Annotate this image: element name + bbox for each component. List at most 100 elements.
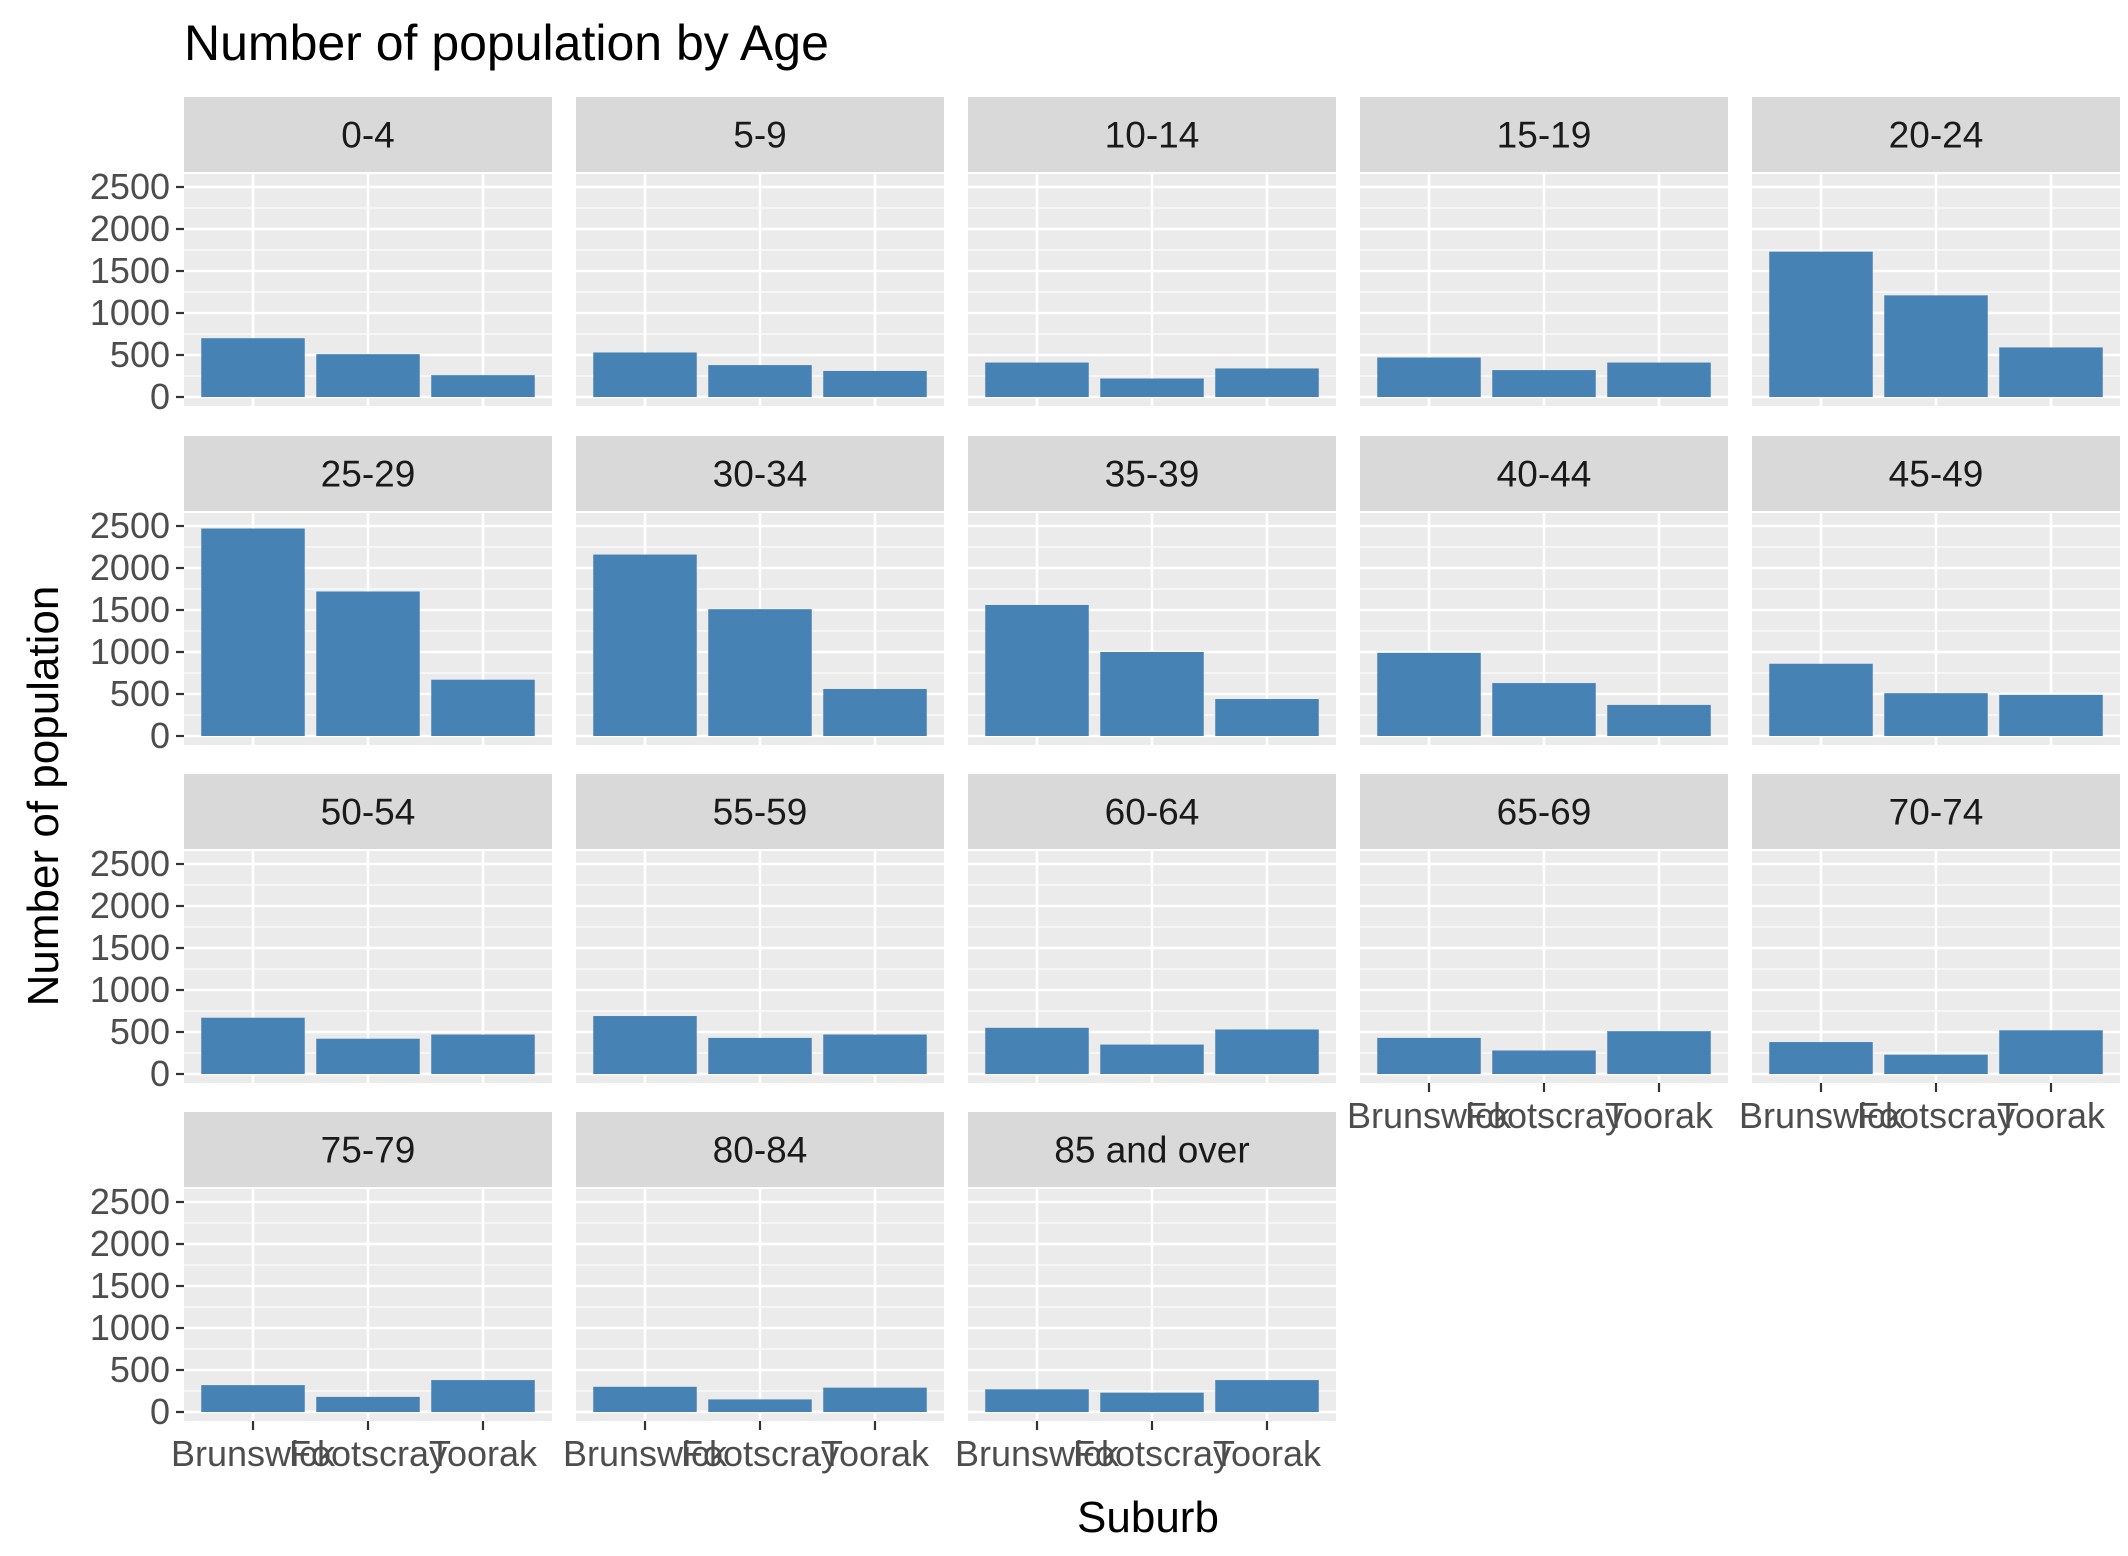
facet-strip-label: 85 and over xyxy=(1054,1130,1249,1171)
bar-footscray xyxy=(1100,1044,1204,1074)
bar-toorak xyxy=(1215,1029,1319,1074)
bar-toorak xyxy=(1215,1380,1319,1412)
facet-strip-label: 10-14 xyxy=(1105,115,1200,156)
x-tick-label: Toorak xyxy=(1605,1095,1714,1136)
facet-strip xyxy=(184,774,552,849)
facet-10-14: 10-14 xyxy=(968,97,1336,406)
facet-strip xyxy=(576,1112,944,1187)
bar-toorak xyxy=(1607,704,1711,736)
x-tick-label: Brunswick xyxy=(171,1433,336,1474)
bar-toorak xyxy=(431,1380,535,1412)
y-tick-label: 1000 xyxy=(90,631,170,672)
facet-60-64: 60-64 xyxy=(968,774,1336,1083)
y-tick-label: 0 xyxy=(150,1391,170,1432)
bar-brunswick xyxy=(1377,652,1481,736)
y-tick-label: 500 xyxy=(110,1349,170,1390)
bar-toorak xyxy=(1215,699,1319,736)
bar-brunswick xyxy=(201,528,305,736)
y-tick-label: 2500 xyxy=(90,843,170,884)
y-tick-label: 1500 xyxy=(90,589,170,630)
bar-footscray xyxy=(1884,693,1988,736)
y-tick-label: 1000 xyxy=(90,969,170,1010)
facet-strip xyxy=(1360,436,1728,511)
y-tick-label: 1500 xyxy=(90,250,170,291)
facet-35-39: 35-39 xyxy=(968,436,1336,745)
y-tick-label: 2000 xyxy=(90,885,170,926)
facet-strip-label: 35-39 xyxy=(1105,454,1200,495)
bar-footscray xyxy=(708,1399,812,1412)
y-tick-label: 1500 xyxy=(90,927,170,968)
facet-strip-label: 60-64 xyxy=(1105,792,1200,833)
x-tick-label: Toorak xyxy=(821,1433,930,1474)
x-tick-label: Footscray xyxy=(289,1433,447,1474)
bar-toorak xyxy=(823,688,927,736)
bar-toorak xyxy=(823,1387,927,1412)
facet-15-19: 15-19 xyxy=(1360,97,1728,406)
facet-strip-label: 40-44 xyxy=(1497,454,1592,495)
x-tick-label: Footscray xyxy=(1857,1095,2015,1136)
x-tick-label: Footscray xyxy=(1073,1433,1231,1474)
bar-footscray xyxy=(316,591,420,736)
bar-footscray xyxy=(1492,683,1596,736)
y-tick-label: 2500 xyxy=(90,505,170,546)
bar-toorak xyxy=(1999,1030,2103,1074)
facet-strip xyxy=(1752,436,2120,511)
y-tick-label: 0 xyxy=(150,715,170,756)
bar-toorak xyxy=(1215,368,1319,397)
facet-strip-label: 70-74 xyxy=(1889,792,1984,833)
facet-strip xyxy=(576,774,944,849)
y-tick-label: 500 xyxy=(110,673,170,714)
y-tick-label: 500 xyxy=(110,1011,170,1052)
facet-strip-label: 25-29 xyxy=(321,454,416,495)
facet-40-44: 40-44 xyxy=(1360,436,1728,745)
bar-brunswick xyxy=(1769,663,1873,736)
bar-brunswick xyxy=(201,1385,305,1412)
bar-brunswick xyxy=(201,1017,305,1074)
bar-brunswick xyxy=(593,554,697,736)
y-tick-label: 0 xyxy=(150,376,170,417)
x-tick-label: Brunswick xyxy=(1739,1095,1904,1136)
bar-toorak xyxy=(1607,1031,1711,1074)
x-tick-label: Toorak xyxy=(1213,1433,1322,1474)
bar-toorak xyxy=(431,679,535,736)
facet-strip xyxy=(1360,774,1728,849)
x-tick-label: Footscray xyxy=(681,1433,839,1474)
bar-toorak xyxy=(1607,362,1711,397)
facet-strip-label: 50-54 xyxy=(321,792,416,833)
x-tick-label: Footscray xyxy=(1465,1095,1623,1136)
facet-strip xyxy=(1752,97,2120,172)
bar-footscray xyxy=(1100,378,1204,397)
x-tick-label: Brunswick xyxy=(563,1433,728,1474)
bar-footscray xyxy=(708,365,812,397)
bar-footscray xyxy=(1492,370,1596,397)
facet-strip xyxy=(184,97,552,172)
bar-footscray xyxy=(1100,1392,1204,1412)
bar-footscray xyxy=(316,354,420,397)
facet-strip xyxy=(1360,97,1728,172)
x-tick-label: Brunswick xyxy=(955,1433,1120,1474)
bar-toorak xyxy=(431,1034,535,1074)
facet-strip xyxy=(576,97,944,172)
y-tick-label: 1500 xyxy=(90,1265,170,1306)
bar-footscray xyxy=(708,1037,812,1074)
facet-20-24: 20-24 xyxy=(1752,97,2120,406)
facet-strip-label: 0-4 xyxy=(341,115,394,156)
y-tick-label: 1000 xyxy=(90,292,170,333)
facet-strip-label: 15-19 xyxy=(1497,115,1592,156)
bar-toorak xyxy=(431,375,535,397)
y-tick-label: 2000 xyxy=(90,1223,170,1264)
facet-55-59: 55-59 xyxy=(576,774,944,1083)
bar-toorak xyxy=(823,1034,927,1074)
facet-strip xyxy=(1752,774,2120,849)
chart-title: Number of population by Age xyxy=(184,15,829,71)
bar-brunswick xyxy=(593,1386,697,1412)
x-tick-label: Toorak xyxy=(1997,1095,2106,1136)
bar-footscray xyxy=(1884,1054,1988,1074)
facet-strip-label: 80-84 xyxy=(713,1130,808,1171)
